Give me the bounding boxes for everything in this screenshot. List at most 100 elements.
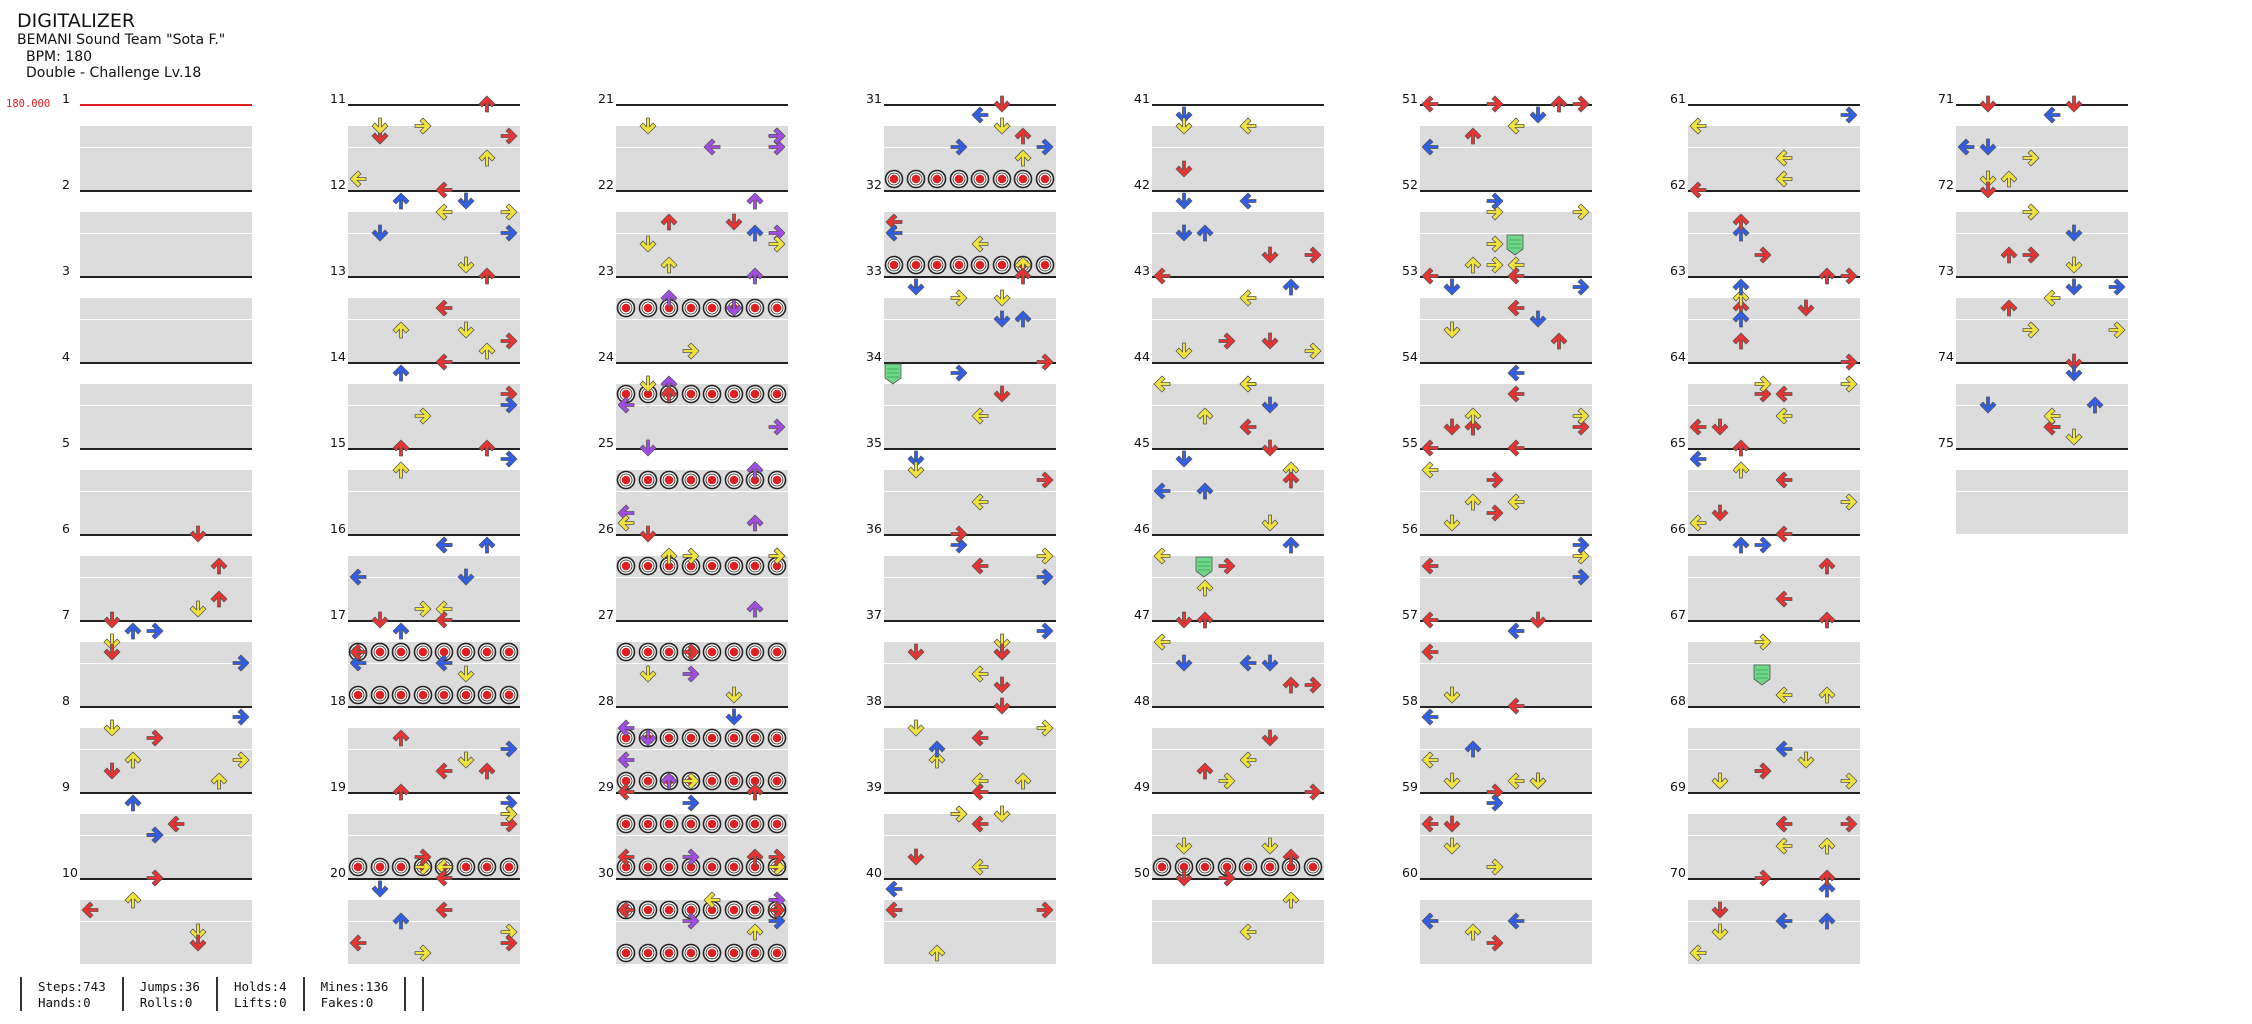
up-arrow bbox=[1731, 212, 1751, 236]
beat-band bbox=[884, 642, 1056, 663]
left-arrow bbox=[434, 202, 454, 226]
beat-band bbox=[1420, 728, 1592, 749]
measure-number: 6 bbox=[62, 521, 70, 536]
beat-band bbox=[348, 427, 520, 448]
right-arrow bbox=[1753, 535, 1773, 559]
down-arrow bbox=[1528, 771, 1548, 795]
left-arrow bbox=[1152, 632, 1172, 656]
right-arrow bbox=[499, 804, 519, 828]
beat-band bbox=[616, 147, 788, 169]
mine-note bbox=[370, 642, 390, 662]
stat-jumps: Jumps:36 bbox=[139, 979, 200, 994]
down-arrow bbox=[102, 718, 122, 742]
measure-number: 75 bbox=[1938, 435, 1954, 450]
beat-band bbox=[884, 728, 1056, 749]
measure-number: 52 bbox=[1402, 177, 1418, 192]
measure-number: 43 bbox=[1134, 263, 1150, 278]
right-arrow bbox=[681, 664, 701, 688]
down-arrow bbox=[1978, 169, 1998, 193]
up-arrow bbox=[477, 761, 497, 785]
measure-line bbox=[80, 620, 252, 622]
left-arrow bbox=[884, 900, 904, 924]
beat-band bbox=[348, 599, 520, 620]
up-arrow bbox=[1195, 578, 1215, 602]
measure-line bbox=[616, 276, 788, 278]
measure-number: 63 bbox=[1670, 263, 1686, 278]
mine-note bbox=[767, 298, 787, 318]
measure-line bbox=[884, 448, 1056, 450]
down-arrow bbox=[638, 234, 658, 258]
beat-band bbox=[616, 169, 788, 190]
beat-band bbox=[616, 814, 788, 835]
measure-number: 31 bbox=[866, 91, 882, 106]
measure-line bbox=[1152, 190, 1324, 192]
mine-note bbox=[456, 642, 476, 662]
beat-band bbox=[884, 319, 1056, 341]
beat-band bbox=[1152, 341, 1324, 362]
mine-note bbox=[499, 857, 519, 877]
left-arrow bbox=[166, 814, 186, 838]
left-arrow bbox=[1506, 266, 1526, 290]
measure-number: 74 bbox=[1938, 349, 1954, 364]
down-arrow bbox=[638, 524, 658, 548]
measure-line bbox=[884, 362, 1056, 364]
measure-number: 56 bbox=[1402, 521, 1418, 536]
beat-band bbox=[348, 470, 520, 491]
left-arrow bbox=[434, 761, 454, 785]
measure-line bbox=[1420, 706, 1592, 708]
beat-band bbox=[616, 491, 788, 513]
mine-note bbox=[702, 900, 722, 920]
measure-number: 45 bbox=[1134, 435, 1150, 450]
left-arrow bbox=[1238, 191, 1258, 215]
beat-band bbox=[1956, 427, 2128, 448]
beat-band bbox=[616, 298, 788, 319]
measure-number: 59 bbox=[1402, 779, 1418, 794]
down-arrow bbox=[1528, 105, 1548, 129]
right-arrow bbox=[231, 707, 251, 731]
up-arrow bbox=[659, 546, 679, 570]
mine-note bbox=[391, 642, 411, 662]
beat-band bbox=[884, 298, 1056, 319]
measure-line bbox=[884, 276, 1056, 278]
up-arrow bbox=[1817, 685, 1837, 709]
beat-band bbox=[1152, 685, 1324, 706]
beat-band bbox=[80, 255, 252, 276]
down-arrow bbox=[1710, 771, 1730, 795]
beat-band bbox=[1152, 147, 1324, 169]
up-arrow bbox=[391, 363, 411, 387]
beat-band bbox=[1152, 642, 1324, 663]
up-arrow bbox=[659, 288, 679, 312]
down-arrow bbox=[102, 761, 122, 785]
left-arrow bbox=[1420, 94, 1440, 118]
right-arrow bbox=[1217, 556, 1237, 580]
measure-number: 49 bbox=[1134, 779, 1150, 794]
mine-note bbox=[745, 556, 765, 576]
left-arrow bbox=[1238, 374, 1258, 398]
up-arrow bbox=[1731, 309, 1751, 333]
measure-line bbox=[884, 706, 1056, 708]
measure-number: 57 bbox=[1402, 607, 1418, 622]
beat-band bbox=[1420, 126, 1592, 147]
beat-band bbox=[1688, 147, 1860, 169]
measure-number: 19 bbox=[330, 779, 346, 794]
beat-band bbox=[884, 491, 1056, 513]
mine-note bbox=[992, 255, 1012, 275]
measure-number: 60 bbox=[1402, 865, 1418, 880]
measure-number: 2 bbox=[62, 177, 70, 192]
beat-band bbox=[884, 943, 1056, 964]
down-arrow bbox=[102, 610, 122, 634]
mine-note bbox=[1035, 255, 1055, 275]
left-arrow bbox=[970, 814, 990, 838]
beat-band bbox=[616, 685, 788, 706]
right-arrow bbox=[145, 728, 165, 752]
up-arrow bbox=[477, 341, 497, 365]
left-arrow bbox=[702, 137, 722, 161]
measure-number: 7 bbox=[62, 607, 70, 622]
beat-band bbox=[1688, 728, 1860, 749]
beat-band bbox=[1688, 857, 1860, 878]
beat-band bbox=[1420, 663, 1592, 685]
left-arrow bbox=[616, 782, 636, 806]
right-arrow bbox=[1217, 771, 1237, 795]
beat-band bbox=[80, 556, 252, 577]
right-arrow bbox=[1485, 933, 1505, 957]
